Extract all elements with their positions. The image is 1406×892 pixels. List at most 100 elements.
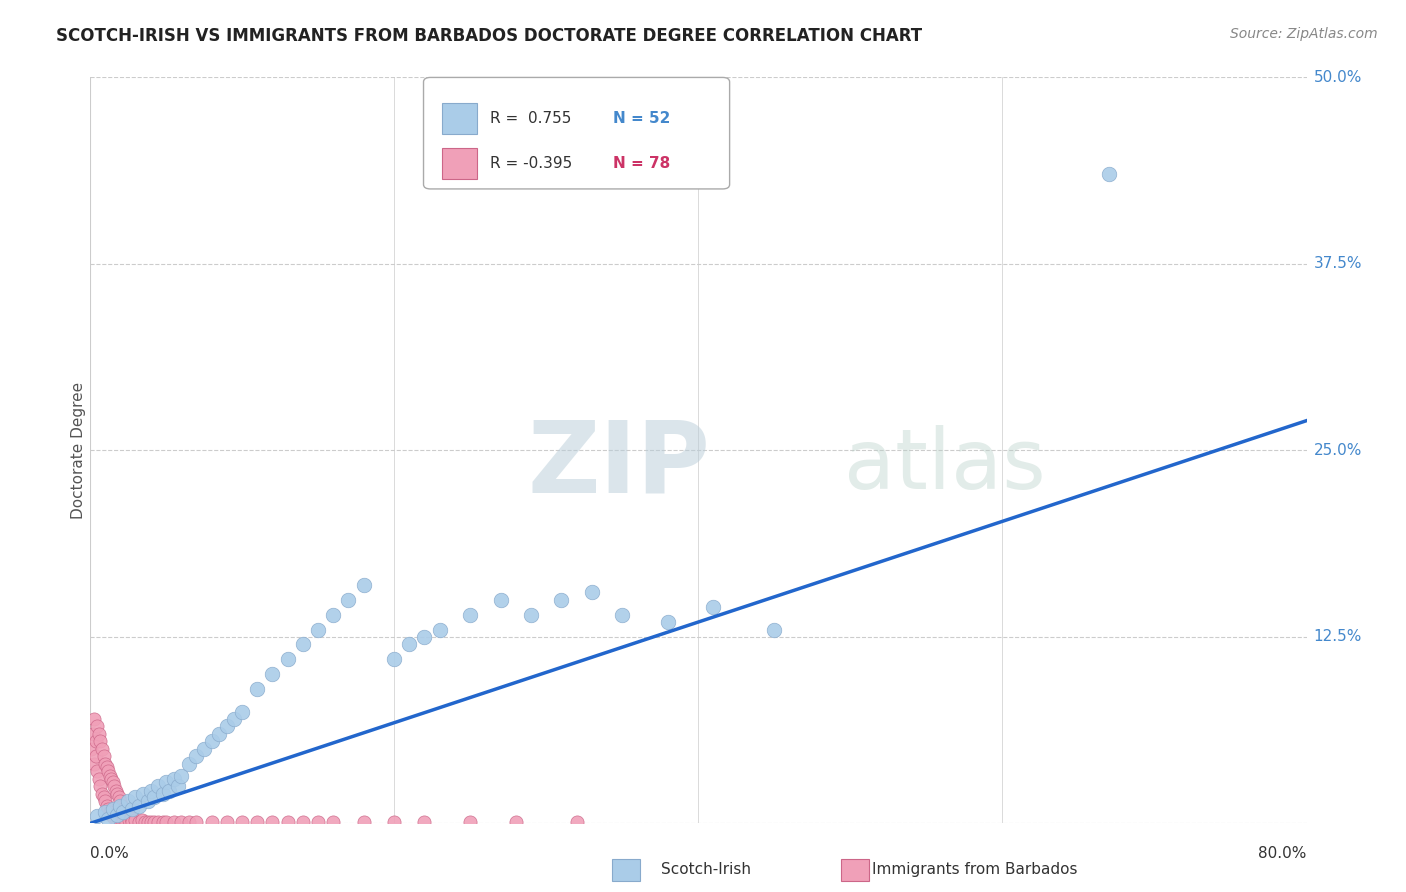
Text: 37.5%: 37.5% — [1313, 257, 1362, 271]
Point — [307, 623, 329, 637]
Point — [83, 756, 105, 771]
Point — [186, 815, 208, 830]
Point — [94, 805, 117, 819]
Point — [101, 774, 124, 789]
Point — [104, 783, 127, 797]
Text: 12.5%: 12.5% — [1313, 630, 1362, 644]
Point — [121, 815, 143, 830]
Point — [337, 592, 360, 607]
Point — [208, 727, 231, 741]
Point — [581, 585, 603, 599]
Point — [100, 807, 122, 822]
Point — [200, 815, 222, 830]
Point — [89, 734, 111, 748]
Point — [520, 607, 543, 622]
Point — [101, 809, 124, 823]
Point — [167, 779, 190, 793]
Point — [94, 794, 117, 808]
Point — [107, 789, 129, 804]
Point — [763, 623, 786, 637]
Text: ZIP: ZIP — [527, 417, 711, 514]
Text: N = 52: N = 52 — [613, 111, 671, 126]
Point — [98, 805, 121, 819]
Point — [118, 814, 141, 828]
Point — [353, 815, 375, 830]
Point — [124, 789, 146, 804]
Point — [128, 798, 150, 813]
Point — [291, 637, 314, 651]
Point — [550, 592, 572, 607]
Point — [124, 814, 146, 828]
Point — [105, 787, 128, 801]
Point — [505, 815, 527, 830]
Point — [139, 815, 162, 830]
Point — [93, 789, 115, 804]
Y-axis label: Doctorate Degree: Doctorate Degree — [72, 382, 86, 519]
Text: atlas: atlas — [844, 425, 1046, 506]
Point — [152, 787, 174, 801]
Point — [458, 815, 481, 830]
Point — [186, 749, 208, 764]
Text: Immigrants from Barbados: Immigrants from Barbados — [872, 863, 1077, 877]
Point — [262, 667, 284, 681]
Point — [215, 815, 238, 830]
Point — [86, 809, 108, 823]
Point — [382, 815, 405, 830]
Point — [117, 794, 139, 808]
Point — [103, 779, 125, 793]
Point — [105, 814, 128, 828]
Point — [132, 787, 155, 801]
Point — [86, 719, 108, 733]
Point — [231, 815, 253, 830]
Point — [89, 779, 111, 793]
Point — [80, 742, 103, 756]
Text: 50.0%: 50.0% — [1313, 70, 1362, 85]
Point — [115, 815, 138, 830]
Point — [84, 749, 107, 764]
Point — [155, 774, 177, 789]
Text: Source: ZipAtlas.com: Source: ZipAtlas.com — [1230, 27, 1378, 41]
Text: Scotch-Irish: Scotch-Irish — [661, 863, 751, 877]
Text: 25.0%: 25.0% — [1313, 443, 1362, 458]
Point — [112, 805, 135, 819]
Text: 80.0%: 80.0% — [1258, 846, 1306, 861]
Point — [565, 815, 588, 830]
Point — [134, 815, 156, 830]
Point — [97, 764, 120, 779]
Point — [97, 801, 120, 815]
Point — [162, 772, 184, 786]
Point — [105, 807, 128, 822]
Point — [110, 794, 132, 808]
Point — [100, 772, 122, 786]
Point — [193, 742, 215, 756]
Point — [657, 615, 679, 629]
Point — [128, 815, 150, 830]
Point — [96, 760, 118, 774]
Point — [155, 815, 177, 830]
Point — [120, 810, 142, 824]
Point — [162, 815, 184, 830]
Point — [114, 815, 136, 830]
Point — [111, 815, 134, 830]
Point — [413, 630, 436, 644]
Point — [177, 815, 200, 830]
Point — [112, 815, 135, 830]
Point — [148, 779, 170, 793]
Point — [307, 815, 329, 830]
Point — [489, 592, 512, 607]
Point — [291, 815, 314, 830]
Point — [353, 578, 375, 592]
Point — [1098, 168, 1121, 182]
Point — [117, 809, 139, 823]
Point — [262, 815, 284, 830]
Point — [246, 682, 269, 697]
Point — [136, 815, 159, 830]
Point — [96, 798, 118, 813]
Point — [231, 705, 253, 719]
Point — [82, 727, 104, 741]
Point — [148, 815, 170, 830]
Point — [110, 798, 132, 813]
Point — [398, 637, 420, 651]
Point — [136, 794, 159, 808]
Point — [91, 742, 114, 756]
